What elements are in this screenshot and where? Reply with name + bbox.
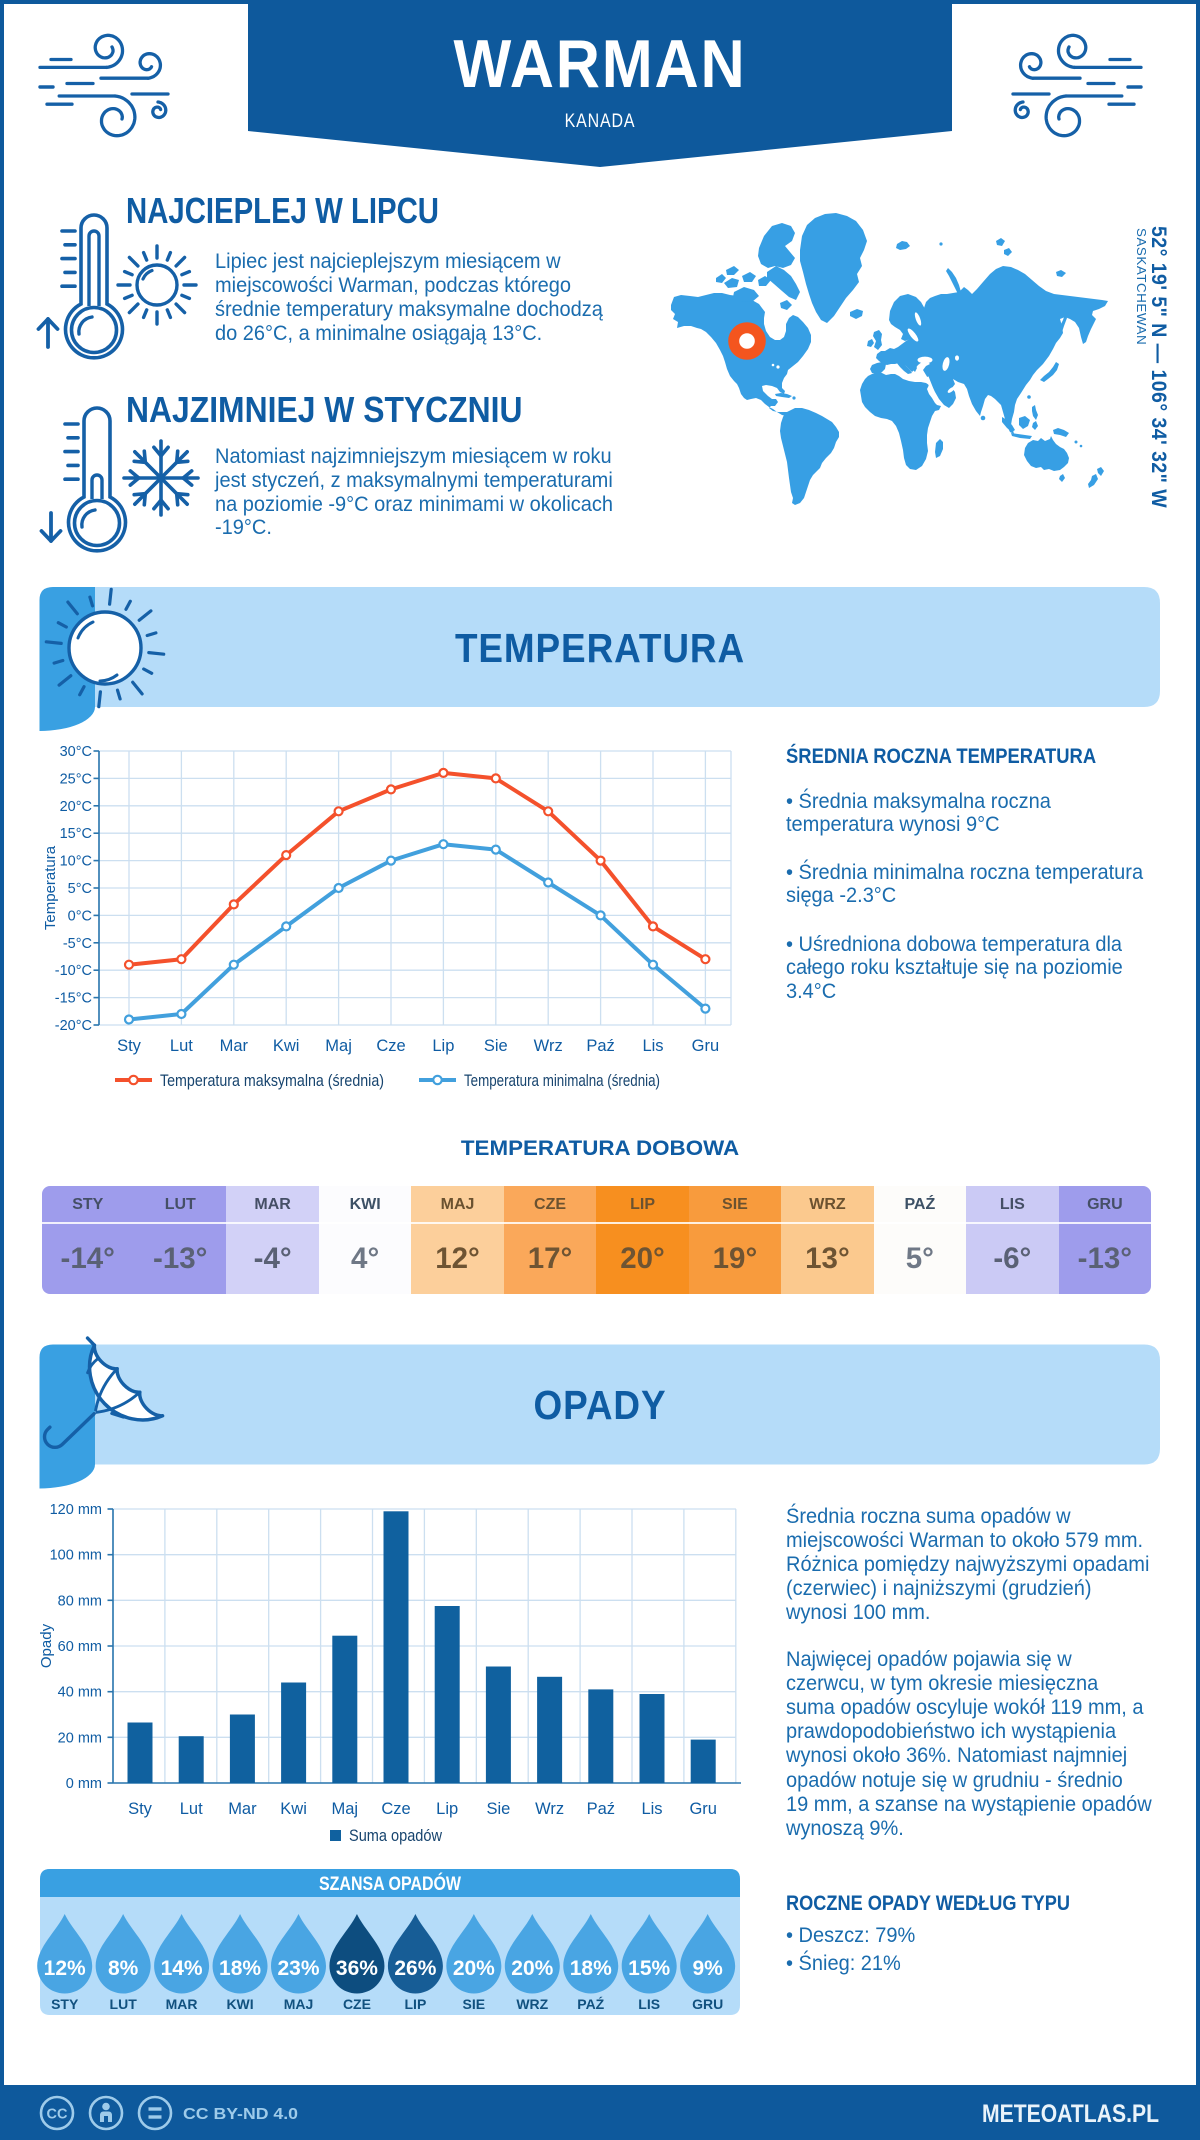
svg-text:METEOATLAS.PL: METEOATLAS.PL: [982, 2100, 1159, 2128]
svg-text:Kwi: Kwi: [280, 1800, 307, 1818]
svg-text:20%: 20%: [453, 1957, 495, 1980]
svg-text:Lip: Lip: [436, 1800, 458, 1818]
svg-text:60 mm: 60 mm: [58, 1639, 102, 1655]
svg-text:Temperatura maksymalna (średni: Temperatura maksymalna (średnia): [160, 1072, 384, 1090]
svg-text:MAR: MAR: [166, 1996, 198, 2012]
svg-text:8%: 8%: [108, 1957, 139, 1980]
svg-text:12%: 12%: [44, 1957, 86, 1980]
svg-text:Sty: Sty: [128, 1800, 153, 1818]
svg-text:25°C: 25°C: [60, 771, 92, 787]
svg-text:Mar: Mar: [220, 1037, 249, 1055]
svg-text:STY: STY: [51, 1996, 79, 2012]
svg-text:PAŹ: PAŹ: [577, 1996, 604, 2012]
svg-text:10°C: 10°C: [60, 854, 92, 870]
svg-text:WRZ: WRZ: [516, 1996, 548, 2012]
svg-text:Wrz: Wrz: [535, 1800, 564, 1818]
svg-text:Lip: Lip: [432, 1037, 454, 1055]
svg-text:20%: 20%: [511, 1957, 553, 1980]
svg-text:9%: 9%: [692, 1957, 723, 1980]
svg-text:Maj: Maj: [325, 1037, 352, 1055]
svg-text:Cze: Cze: [376, 1037, 405, 1055]
svg-text:0°C: 0°C: [68, 908, 92, 924]
svg-text:Opady: Opady: [38, 1623, 55, 1668]
svg-text:Cze: Cze: [381, 1800, 410, 1818]
svg-text:40 mm: 40 mm: [58, 1685, 102, 1701]
svg-text:-10°C: -10°C: [55, 963, 92, 979]
svg-text:26%: 26%: [394, 1957, 436, 1980]
svg-text:100 mm: 100 mm: [50, 1548, 102, 1564]
svg-text:SIE: SIE: [463, 1996, 486, 2012]
svg-text:MAJ: MAJ: [284, 1996, 314, 2012]
svg-text:Paź: Paź: [587, 1800, 615, 1818]
svg-text:Gru: Gru: [689, 1800, 717, 1818]
svg-text:-15°C: -15°C: [55, 991, 92, 1007]
svg-text:15°C: 15°C: [60, 826, 92, 842]
svg-text:CC BY-ND 4.0: CC BY-ND 4.0: [183, 2106, 298, 2123]
svg-text:Sie: Sie: [486, 1800, 510, 1818]
svg-text:Kwi: Kwi: [273, 1037, 300, 1055]
svg-text:15%: 15%: [628, 1957, 670, 1980]
svg-text:Lis: Lis: [642, 1037, 663, 1055]
svg-text:20°C: 20°C: [60, 799, 92, 815]
svg-text:18%: 18%: [219, 1957, 261, 1980]
svg-text:Maj: Maj: [332, 1800, 359, 1818]
svg-text:LUT: LUT: [110, 1996, 138, 2012]
svg-text:GRU: GRU: [692, 1996, 723, 2012]
svg-text:5°C: 5°C: [68, 881, 92, 897]
svg-text:18%: 18%: [570, 1957, 612, 1980]
svg-text:SZANSA OPADÓW: SZANSA OPADÓW: [319, 1873, 461, 1895]
svg-text:Suma opadów: Suma opadów: [349, 1826, 443, 1845]
svg-text:0 mm: 0 mm: [66, 1776, 102, 1792]
svg-text:20 mm: 20 mm: [58, 1730, 102, 1746]
svg-text:Mar: Mar: [228, 1800, 257, 1818]
svg-text:Wrz: Wrz: [534, 1037, 563, 1055]
svg-text:36%: 36%: [336, 1957, 378, 1980]
svg-text:14%: 14%: [161, 1957, 203, 1980]
svg-text:-20°C: -20°C: [55, 1018, 92, 1034]
svg-text:LIS: LIS: [638, 1996, 660, 2012]
svg-text:80 mm: 80 mm: [58, 1593, 102, 1609]
svg-text:Temperatura: Temperatura: [42, 845, 59, 930]
svg-text:Temperatura minimalna (średnia: Temperatura minimalna (średnia): [464, 1072, 660, 1090]
svg-text:-5°C: -5°C: [63, 936, 92, 952]
svg-text:30°C: 30°C: [60, 744, 92, 760]
svg-text:Paź: Paź: [586, 1037, 614, 1055]
svg-text:Lut: Lut: [170, 1037, 193, 1055]
svg-text:CC: CC: [47, 2107, 68, 2123]
svg-text:Lut: Lut: [180, 1800, 203, 1818]
svg-text:120 mm: 120 mm: [50, 1502, 102, 1518]
svg-text:Lis: Lis: [641, 1800, 662, 1818]
svg-text:23%: 23%: [277, 1957, 319, 1980]
svg-text:Sie: Sie: [484, 1037, 508, 1055]
svg-text:Sty: Sty: [117, 1037, 142, 1055]
svg-text:LIP: LIP: [405, 1996, 427, 2012]
svg-text:Gru: Gru: [692, 1037, 720, 1055]
svg-text:KWI: KWI: [226, 1996, 253, 2012]
svg-text:CZE: CZE: [343, 1996, 371, 2012]
